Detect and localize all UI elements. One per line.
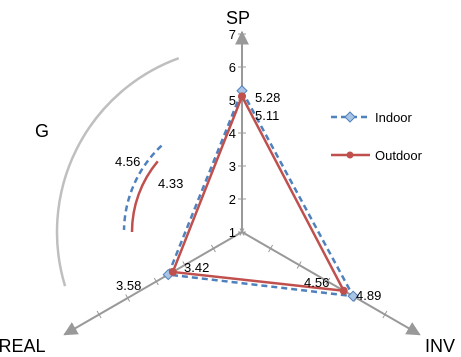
g-arc-indoor	[122, 144, 163, 230]
axis-tick-mark	[210, 244, 216, 253]
axis-tick-mark	[411, 327, 416, 335]
tick-label: 3	[229, 159, 236, 174]
axis-tick-mark	[125, 294, 131, 302]
series-line-outdoor	[171, 93, 346, 293]
data-point-indoor-inv	[347, 290, 359, 302]
data-label-indoor-sp: 5.28	[255, 90, 280, 105]
data-point-outdoor-sp	[238, 92, 246, 101]
axis-tick-mark	[325, 277, 331, 286]
axis-label-sp: SP	[226, 8, 250, 28]
g-arc-outdoor	[130, 160, 159, 233]
legend-marker-outdoor	[346, 151, 354, 159]
value-labels-group: 5.28 4.89 3.58 5.11 4.56 3.42 4.56 4.33	[115, 90, 381, 303]
axis-tick-mark	[268, 244, 274, 253]
axes-group: SP INV REAL G	[0, 8, 455, 356]
tick-label: 6	[229, 60, 236, 75]
tick-label: 2	[229, 192, 236, 207]
legend-marker-indoor	[344, 111, 356, 123]
series-group	[162, 85, 359, 302]
axis-label-real: REAL	[0, 336, 46, 356]
axis-tick-mark	[68, 327, 73, 335]
data-label-indoor-g: 4.56	[115, 154, 140, 169]
data-label-outdoor-real: 3.42	[184, 260, 209, 275]
data-label-indoor-inv: 4.89	[356, 288, 381, 303]
axis-line-inv	[241, 231, 421, 336]
legend-label-outdoor: Outdoor	[375, 148, 423, 163]
axis-tick-mark	[153, 277, 159, 286]
axis-tick-mark	[96, 310, 102, 319]
g-axis-arc	[55, 56, 180, 287]
axis-line-real	[63, 231, 243, 336]
data-label-indoor-real: 3.58	[116, 278, 141, 293]
axis-tick-mark	[296, 261, 302, 269]
legend: Indoor Outdoor	[331, 110, 423, 163]
tick-label: 7	[229, 27, 236, 42]
data-label-outdoor-g: 4.33	[158, 176, 183, 191]
legend-label-indoor: Indoor	[375, 110, 413, 125]
axis-label-g: G	[35, 121, 49, 141]
data-label-outdoor-sp: 5.11	[255, 108, 279, 123]
tick-label: 4	[229, 126, 236, 141]
axis-tick-mark	[239, 228, 245, 236]
data-point-outdoor-real	[168, 267, 177, 276]
axis-label-inv: INV	[425, 336, 455, 356]
axis-tick-mark	[182, 261, 188, 269]
tick-label: 5	[229, 93, 236, 108]
tick-labels-group: 1 2 3 4 5 6 7	[229, 27, 236, 240]
g-arcs-group	[55, 56, 180, 287]
tick-label: 1	[229, 225, 236, 240]
data-point-outdoor-inv	[339, 286, 348, 295]
axis-tick-mark	[382, 310, 388, 319]
data-label-outdoor-inv: 4.56	[304, 275, 329, 290]
